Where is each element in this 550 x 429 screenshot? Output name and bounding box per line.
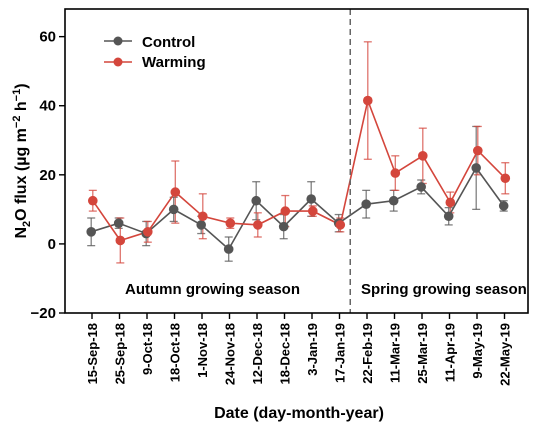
y-tick-label: 40 [39,98,56,115]
x-axis-ticks: 15-Sep-18 25-Sep-18 9-Oct-18 18-Oct-18 1-Nov… [85,313,513,386]
annotation-autumn: Autumn growing season [125,281,300,298]
x-tick-label: 22-Feb-19 [360,323,375,384]
x-tick-label: 18-Dec-18 [278,323,293,384]
data-point-control [443,211,454,222]
series-line-control [90,166,505,251]
x-tick-label: 25-Mar-19 [415,323,430,384]
x-tick-label: 25-Sep-18 [113,323,128,384]
x-tick-label: 3-Jan-19 [305,323,320,376]
legend-label-warming: Warming [142,54,206,71]
data-point-warming [198,211,208,222]
x-axis-title: Date (day-month-year) [214,405,384,422]
x-tick-label: 12-Dec-18 [250,323,265,384]
x-tick-label: 17-Jan-19 [333,323,348,383]
x-tick-label: 11-Mar-19 [388,323,403,383]
plot-frame [64,8,529,314]
y-tick-label: 0 [48,236,56,253]
x-tick-label: 24-Nov-18 [223,323,238,385]
legend-label-control: Control [142,34,195,51]
data-point-control [168,204,179,215]
y-tick-label: 60 [39,29,56,46]
data-point-warming [280,206,291,216]
data-point-control [196,220,206,230]
data-point-warming [363,95,373,106]
data-point-warming [252,220,263,230]
data-point-warming [445,197,456,208]
x-tick-label: 9-Oct-18 [140,323,155,375]
data-point-warming [115,235,126,246]
data-point-control [498,201,509,211]
data-point-warming [418,151,428,161]
data-point-warming [143,227,153,237]
data-point-control [278,221,289,232]
data-point-control [471,163,482,173]
data-point-warming [88,195,98,206]
y-tick-label: 20 [39,167,56,184]
data-point-warming [225,218,236,228]
y-tick-label: −20 [31,305,56,322]
data-point-warming [308,206,318,216]
data-point-warming [473,145,483,156]
series-lines [90,97,506,251]
y-axis-title: N2O flux (µg m−2 h−1) [11,83,33,238]
y-axis-ticks: 60 40 20 0 −20 [31,29,65,322]
data-point-control [86,227,96,237]
x-tick-label: 11-Apr-19 [443,323,458,382]
legend-marker-warming [113,57,123,67]
data-point-control [388,195,399,206]
x-tick-label: 9-May-19 [470,323,485,379]
data-point-control [416,182,427,192]
data-point-control [223,244,234,254]
x-tick-label: 15-Sep-18 [85,323,100,384]
data-point-warming [170,187,181,197]
data-point-warming [390,168,401,178]
series-line-warming [92,97,506,242]
data-point-control [113,218,124,228]
data-points [86,95,511,254]
data-point-warming [500,173,511,184]
annotation-spring: Spring growing season [361,281,527,298]
data-point-control [306,194,317,204]
legend: Control Warming [104,34,206,71]
x-tick-label: 1-Nov-18 [195,323,210,378]
data-point-warming [335,220,346,230]
x-tick-label: 22-May-19 [498,323,513,386]
data-point-control [361,199,372,209]
x-tick-label: 18-Oct-18 [168,323,183,382]
legend-marker-control [113,36,123,46]
data-point-control [251,195,261,206]
